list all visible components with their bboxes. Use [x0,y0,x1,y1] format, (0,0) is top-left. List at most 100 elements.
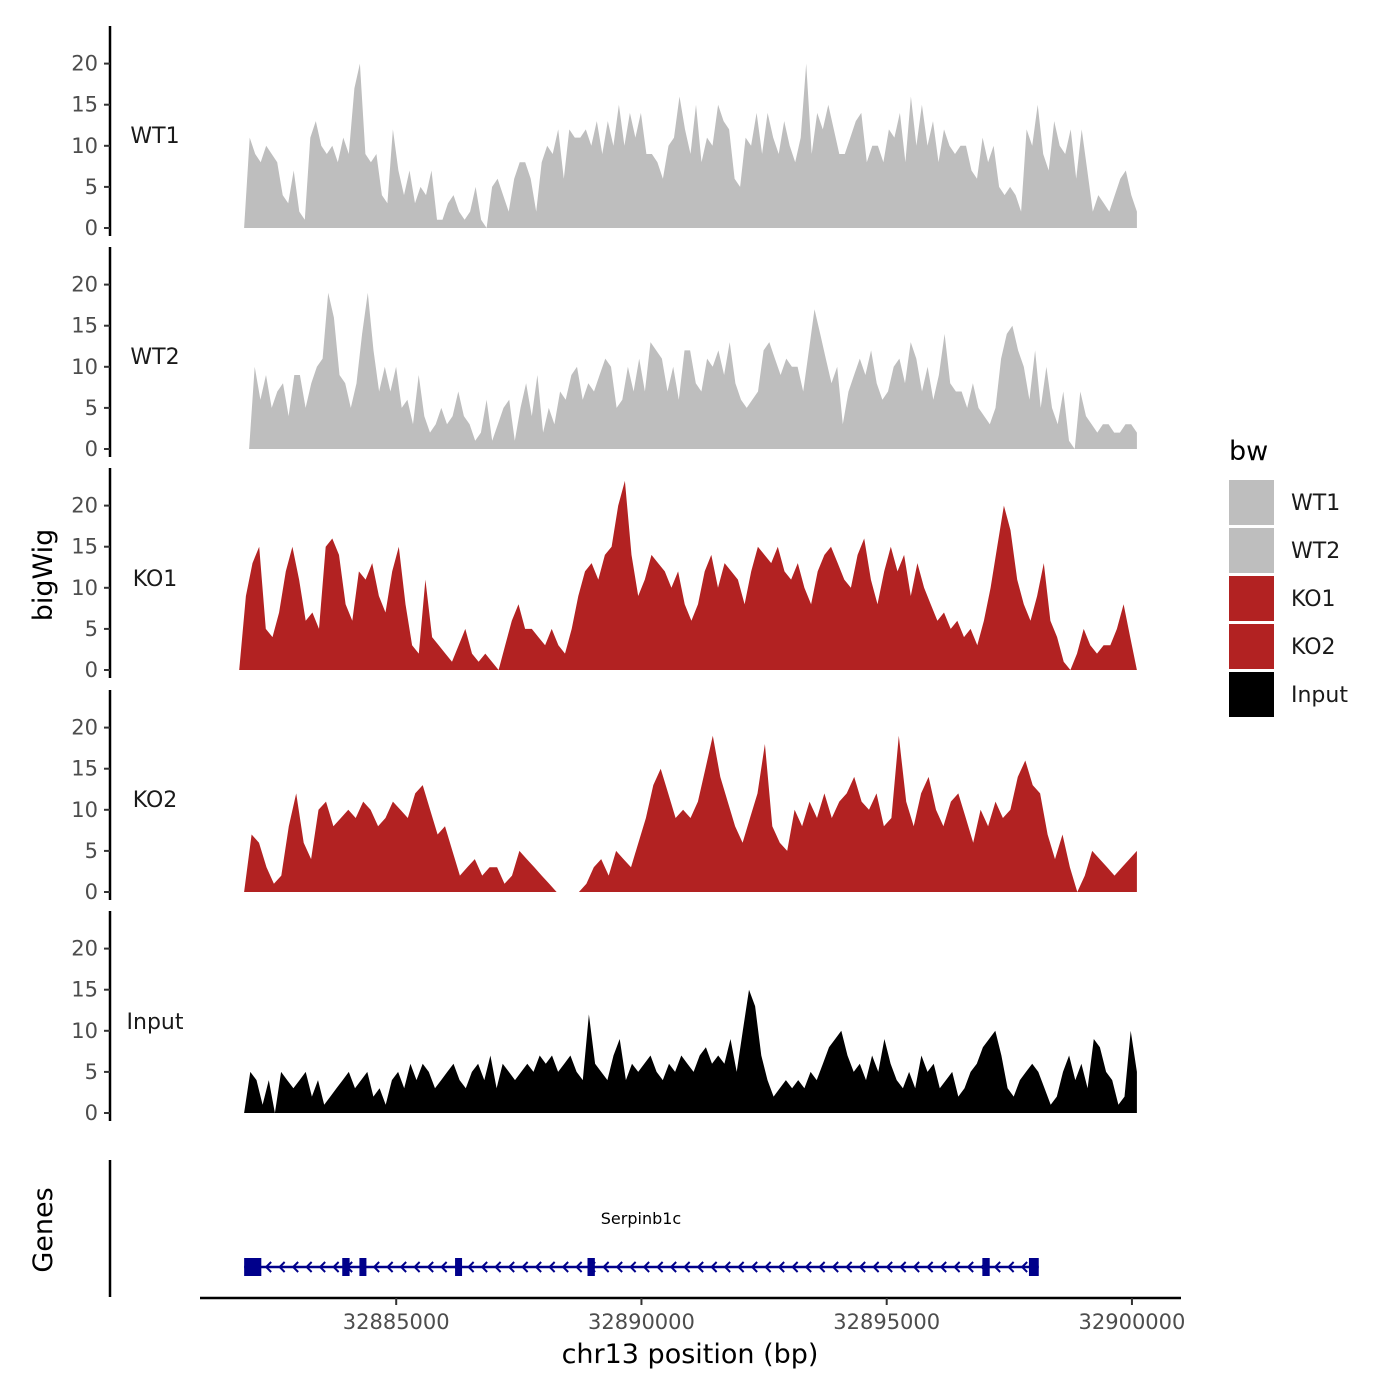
exon [455,1258,463,1276]
strand-arrow [885,1261,893,1273]
track-label: WT1 [130,124,179,149]
strand-arrow [561,1261,569,1273]
y-axis-title: bigWig [28,529,59,622]
strand-arrow [629,1261,637,1273]
legend-label: KO1 [1291,587,1336,612]
y-tick-label: 5 [85,396,98,420]
strand-arrow [426,1261,434,1273]
y-tick-label: 20 [71,494,98,518]
strand-arrow [291,1261,299,1273]
strand-arrow [548,1261,556,1273]
legend-item-ko1: KO1 [1229,576,1336,621]
strand-arrow [750,1261,758,1273]
strand-arrow [264,1261,272,1273]
strand-arrow [926,1261,934,1273]
x-axis-title: chr13 position (bp) [562,1339,819,1370]
y-tick-label: 10 [71,576,98,600]
exon [587,1258,595,1276]
strand-arrow [305,1261,313,1273]
y-tick-label: 10 [71,134,98,158]
strand-arrow [966,1261,974,1273]
strand-arrow [723,1261,731,1273]
legend-item-input: Input [1229,672,1348,717]
y-tick-label: 10 [71,355,98,379]
strand-arrow [912,1261,920,1273]
track-label: Input [127,1010,184,1035]
y-tick-label: 0 [85,880,98,904]
legend-swatch [1229,624,1274,669]
strand-arrow [521,1261,529,1273]
x-tick-label: 32900000 [1079,1310,1186,1334]
legend-label: WT1 [1291,491,1340,516]
track-ko2: 0 5 10 15 20 KO2 [71,690,1137,904]
area-ko2 [244,735,1137,892]
legend-label: KO2 [1291,635,1336,660]
strand-arrow [831,1261,839,1273]
strand-arrow [872,1261,880,1273]
y-tick-label: 20 [71,273,98,297]
y-tick-label: 15 [71,535,98,559]
strand-arrow [683,1261,691,1273]
y-tick-label: 15 [71,978,98,1002]
strand-arrow [507,1261,515,1273]
strand-arrow [575,1261,583,1273]
track-wt1: 0 5 10 15 20 WT1 [71,26,1137,240]
exon [982,1258,990,1276]
strand-arrow [399,1261,407,1273]
y-tick-label: 5 [85,839,98,863]
area-wt1 [244,63,1137,228]
strand-arrow [669,1261,677,1273]
strand-arrow [642,1261,650,1273]
strand-arrow [467,1261,475,1273]
strand-arrow [939,1261,947,1273]
legend-item-ko2: KO2 [1229,624,1336,669]
track-label: KO1 [133,567,178,592]
track-wt2: 0 5 10 15 20 WT2 [71,247,1137,461]
track-input: 0 5 10 15 20 Input [71,911,1137,1125]
y-tick-label: 10 [71,798,98,822]
legend-item-wt2: WT2 [1229,528,1340,573]
strand-arrow [494,1261,502,1273]
y-tick-label: 0 [85,437,98,461]
strand-arrow [318,1261,326,1273]
tracks-layer: 0 5 10 15 20 WT1 0 5 10 15 20 WT2 0 5 10 15 20 KO1 0 5 10 15 2… [71,26,1137,1125]
legend-swatch [1229,528,1274,573]
x-tick-label: 32885000 [343,1310,450,1334]
gene-track: Serpinb1c [108,1160,1039,1297]
strand-arrow [845,1261,853,1273]
strand-arrow [993,1261,1001,1273]
legend-label: Input [1291,683,1348,708]
strand-arrow [656,1261,664,1273]
strand-arrow [440,1261,448,1273]
legend-title: bw [1229,436,1268,467]
legend-swatch [1229,672,1274,717]
area-ko1 [239,480,1137,670]
strand-arrow [1007,1261,1015,1273]
x-tick-label: 32895000 [833,1310,940,1334]
track-label: WT2 [130,345,179,370]
strand-arrow [386,1261,394,1273]
legend-swatch [1229,576,1274,621]
strand-arrow [777,1261,785,1273]
track-label: KO2 [133,788,178,813]
strand-arrow [332,1261,340,1273]
strand-arrow [804,1261,812,1273]
strand-arrow [953,1261,961,1273]
legend: bw WT1 WT2 KO1 KO2 Input [1229,436,1348,717]
y-tick-label: 15 [71,314,98,338]
y-tick-label: 20 [71,52,98,76]
strand-arrow [710,1261,718,1273]
strand-arrow [899,1261,907,1273]
exon [244,1258,262,1276]
legend-item-wt1: WT1 [1229,480,1340,525]
legend-swatch [1229,480,1274,525]
y-tick-label: 20 [71,937,98,961]
gene-name-label: Serpinb1c [601,1209,681,1228]
strand-arrow [615,1261,623,1273]
gene-serpinb1c: Serpinb1c [244,1209,1039,1276]
exon [1028,1258,1039,1276]
y-tick-label: 5 [85,617,98,641]
track-ko1: 0 5 10 15 20 KO1 [71,468,1137,682]
area-wt2 [249,292,1137,449]
